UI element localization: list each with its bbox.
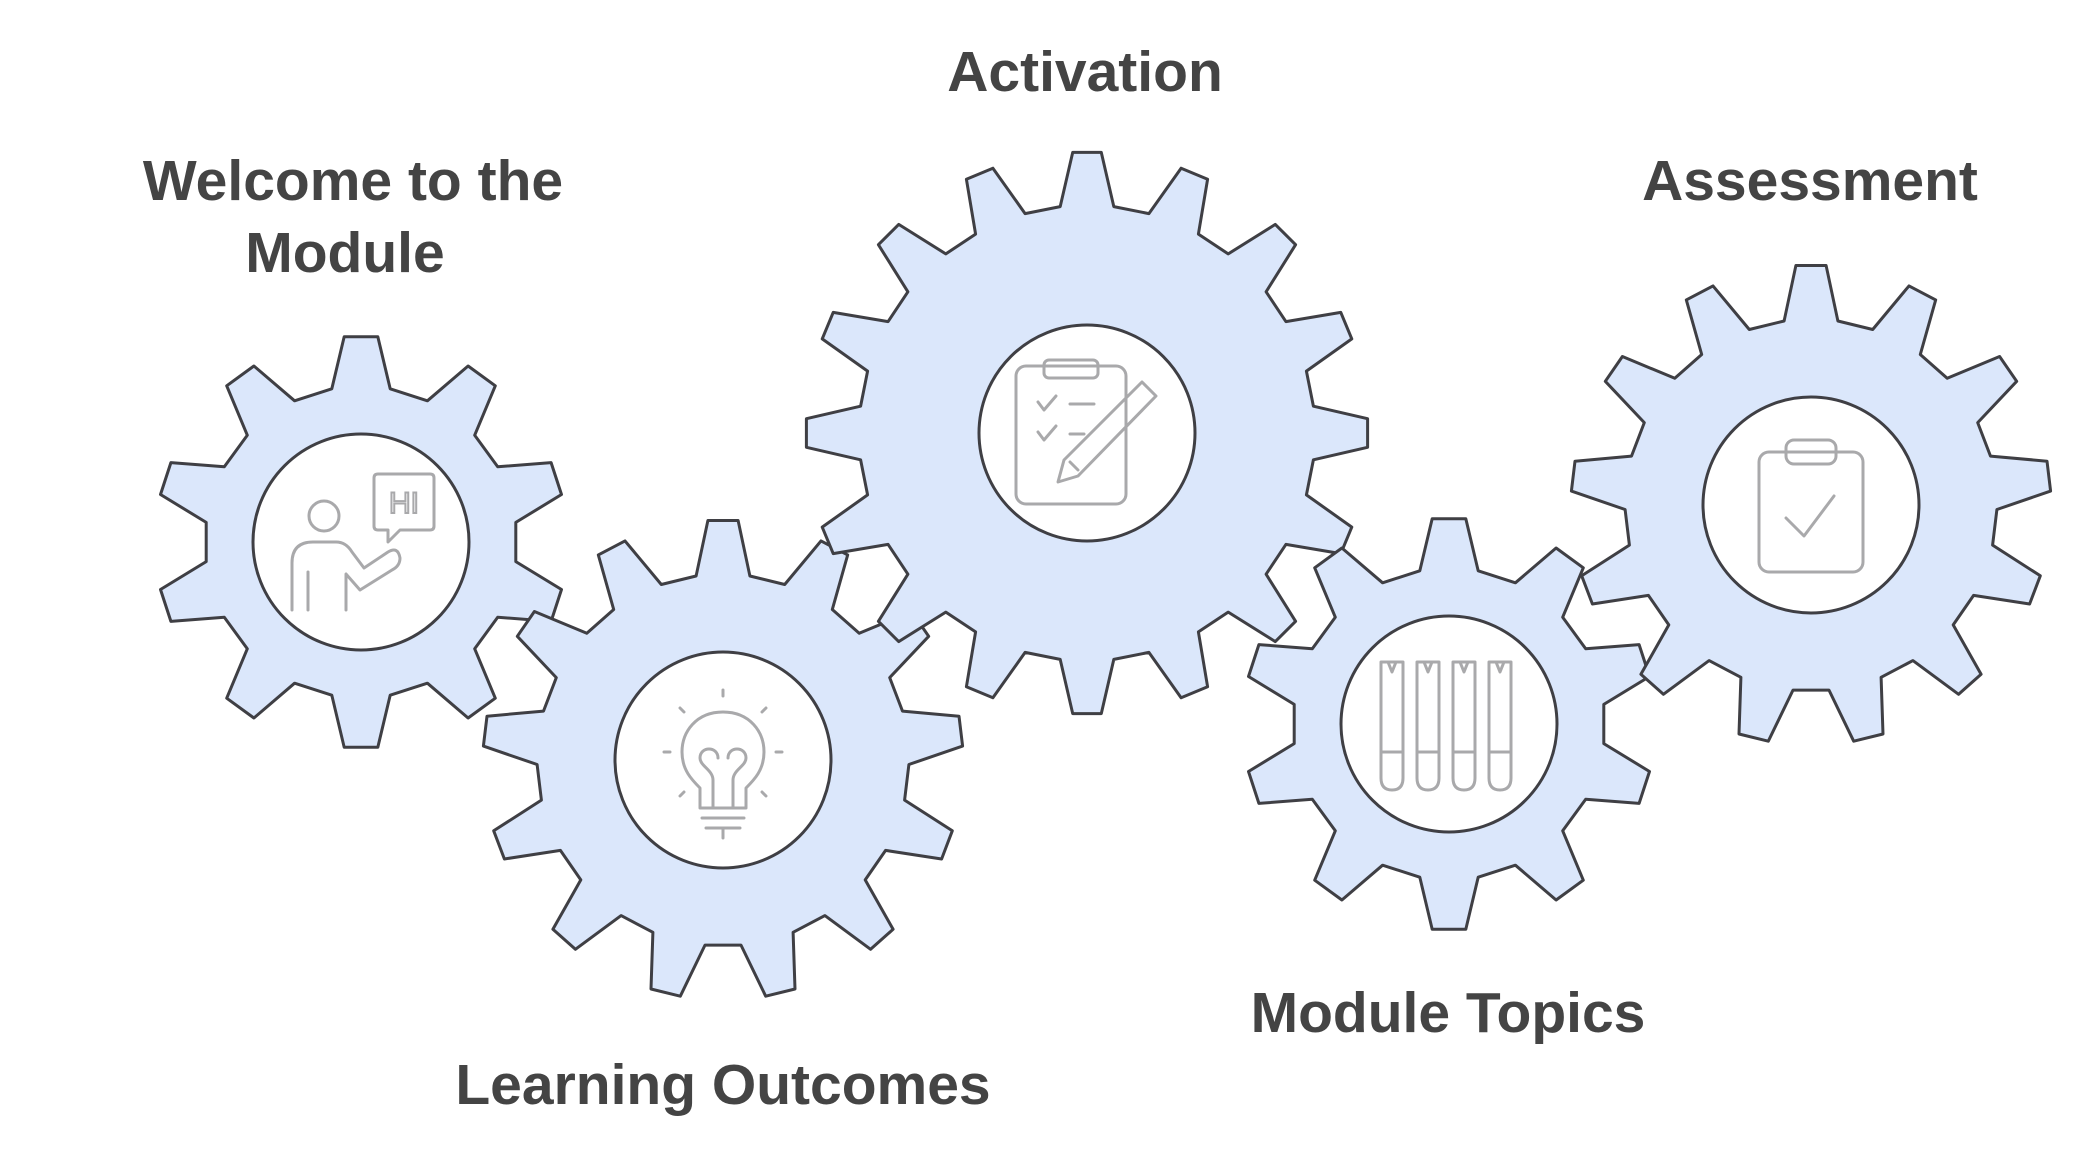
label-assessment: Assessment [1642,149,1978,213]
presenter-icon-text: HI [389,487,419,520]
gear-welcome: HI [159,335,563,749]
label-welcome-line1: Welcome to the [143,149,563,213]
clipboard-pencil-icon [1014,358,1158,506]
gear-outcomes [481,519,965,998]
gear-topics-hub [1339,614,1559,834]
gear-assessment-hub [1701,395,1921,615]
label-welcome-line2: Module [245,221,444,285]
gear-activation [804,150,1370,716]
gear-activation-hub [977,323,1197,543]
clipboard-check-icon [1757,438,1865,574]
gear-assessment [1569,264,2053,743]
gear-outcomes-hub [613,650,833,870]
label-module-topics: Module Topics [1251,981,1646,1045]
gear-topics [1247,517,1651,931]
label-activation: Activation [947,40,1223,104]
gear-welcome-hub [251,432,471,652]
lightbulb-icon [662,688,784,840]
test-tubes-icon [1379,660,1513,792]
label-learning-outcomes: Learning Outcomes [455,1053,990,1117]
presenter-icon: HI [290,472,436,612]
